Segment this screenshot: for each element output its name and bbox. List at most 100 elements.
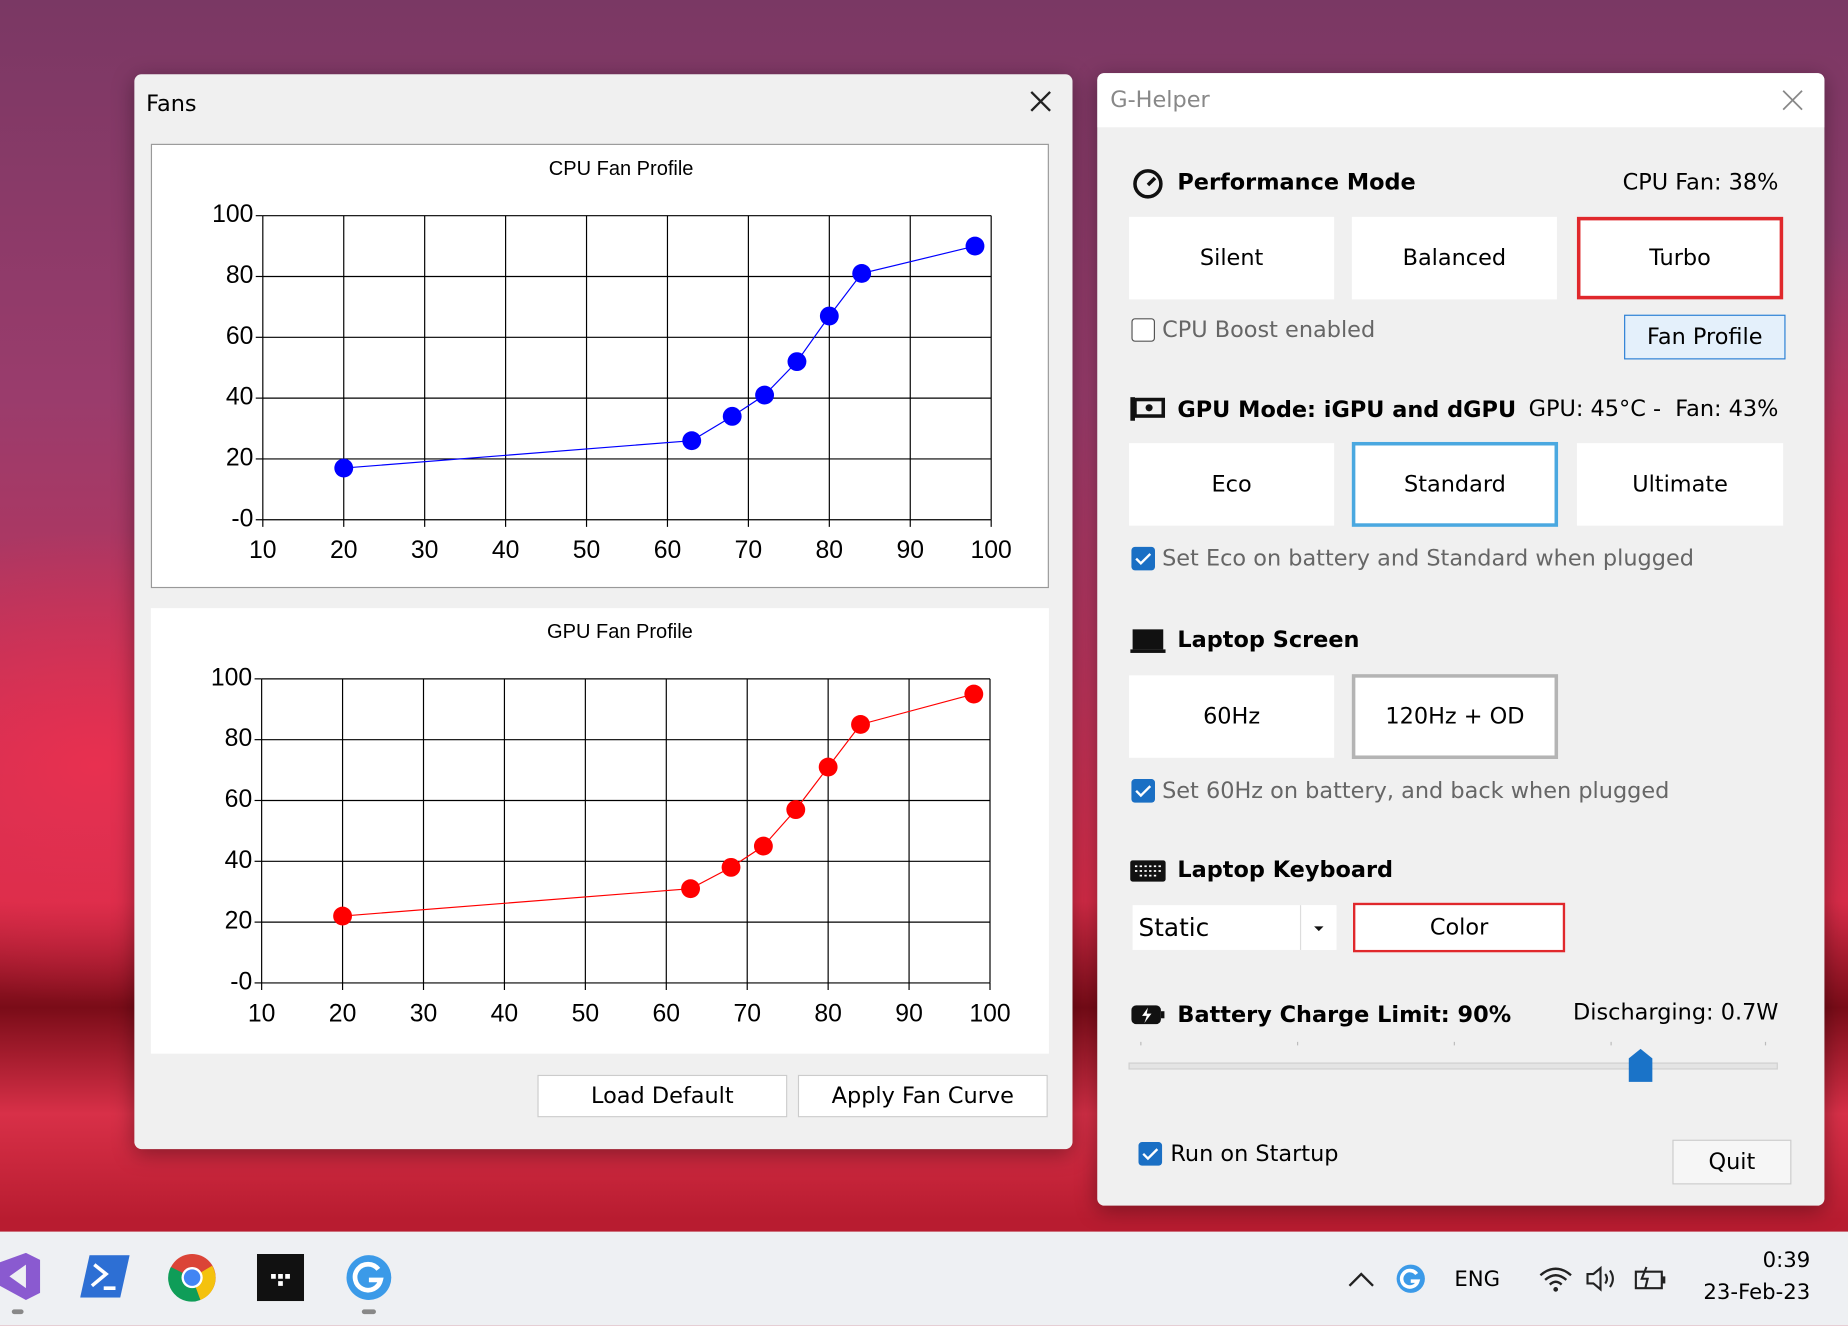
y-tick-label: 20 <box>226 444 254 471</box>
x-tick-label: 70 <box>735 537 763 564</box>
mode-button[interactable]: Balanced <box>1351 216 1557 300</box>
dropdown-arrow[interactable] <box>1299 905 1337 950</box>
y-tick-label: 80 <box>226 262 254 289</box>
mode-button[interactable]: Standard <box>1351 441 1559 527</box>
mode-button[interactable]: Ultimate <box>1576 443 1784 526</box>
mode-button[interactable]: 120Hz + OD <box>1351 674 1559 759</box>
clock-date[interactable]: 23-Feb-23 <box>1703 1279 1811 1305</box>
section-heading: GPU Mode: iGPU and dGPU <box>1177 397 1517 424</box>
apply-button[interactable]: Apply Fan Curve <box>797 1074 1048 1118</box>
wifi-icon[interactable] <box>1538 1265 1573 1293</box>
x-tick-label: 90 <box>895 1000 923 1027</box>
x-tick-label: 80 <box>816 537 844 564</box>
x-tick-label: 10 <box>248 1000 276 1027</box>
x-tick-label: 50 <box>572 1000 600 1027</box>
curve-point <box>787 352 807 372</box>
icon <box>1130 860 1166 882</box>
checkbox[interactable] <box>1131 318 1155 342</box>
curve-point <box>334 458 354 478</box>
x-tick-label: 60 <box>654 537 682 564</box>
battery-icon[interactable] <box>1632 1265 1667 1293</box>
x-tick-label: 40 <box>492 537 520 564</box>
x-tick-label: 50 <box>573 537 601 564</box>
fan-curve <box>342 693 974 917</box>
volume-icon[interactable] <box>1585 1265 1618 1293</box>
tray-icon[interactable] <box>1395 1263 1426 1294</box>
checkbox-label: Run on Startup <box>1170 1140 1339 1167</box>
language[interactable]: ENG <box>1454 1266 1501 1292</box>
checkbox[interactable] <box>1131 546 1155 571</box>
charge-slider[interactable] <box>1127 1037 1781 1087</box>
y-tick-label: 100 <box>211 664 252 691</box>
curve-point <box>852 264 872 283</box>
curve-point <box>818 757 838 777</box>
checkbox-label: Set 60Hz on battery, and back when plugg… <box>1162 777 1670 804</box>
y-tick-label: 80 <box>225 725 253 752</box>
section-heading: Battery Charge Limit: 90% <box>1177 1001 1512 1028</box>
taskbar: ENG 0:39 23-Feb-23 <box>0 1231 1848 1326</box>
x-tick-label: 20 <box>330 537 358 564</box>
curve-point <box>681 879 700 899</box>
mode-button[interactable]: Turbo <box>1576 216 1784 300</box>
running-indicator <box>361 1309 376 1315</box>
fans-window: Fans CPU Fan Profile -0 20 40 60 80 100 10 20 30 4… <box>134 74 1073 1150</box>
curve-point <box>333 906 352 926</box>
app-icon[interactable] <box>345 1254 392 1301</box>
curve-point <box>682 431 702 451</box>
g-helper-window: G-Helper Performance Mode CPU Fan: 38% S… <box>1097 73 1825 1206</box>
x-tick-label: 90 <box>896 537 924 564</box>
gpu-chart: GPU Fan Profile -0 20 40 60 80 100 10 20 30 40 50 60… <box>150 608 1049 1054</box>
x-tick-label: 40 <box>491 1000 519 1027</box>
close-button[interactable] <box>1028 88 1054 114</box>
window-title: Fans <box>146 90 197 117</box>
x-tick-label: 20 <box>329 1000 357 1027</box>
cpu-chart: CPU Fan Profile -0 20 40 60 80 100 10 20 30 40 50 60… <box>150 143 1049 589</box>
curve-point <box>965 236 985 256</box>
load-default-button[interactable]: Load Default <box>537 1074 788 1118</box>
color-button[interactable]: Color <box>1352 902 1566 953</box>
x-tick-label: 30 <box>411 537 439 564</box>
curve-point <box>753 836 773 856</box>
checkbox-label: CPU Boost enabled <box>1162 317 1376 343</box>
tray-expand[interactable] <box>1347 1269 1375 1288</box>
mode-button[interactable]: Eco <box>1129 443 1335 526</box>
title-bar <box>1097 73 1825 128</box>
app-icon[interactable] <box>167 1253 216 1303</box>
curve-point <box>851 715 870 734</box>
clock-time[interactable]: 0:39 <box>1762 1248 1811 1273</box>
close-button[interactable] <box>1781 88 1805 112</box>
section-heading: Laptop Keyboard <box>1177 856 1394 883</box>
curve-point <box>819 306 839 326</box>
app-icon[interactable] <box>0 1252 42 1300</box>
mode-button[interactable]: 60Hz <box>1129 675 1335 758</box>
x-tick-label: 30 <box>410 1000 438 1027</box>
icon <box>1130 397 1166 421</box>
fan-curve <box>343 245 976 469</box>
status: GPU: 45°C - Fan: 43% <box>1528 395 1779 422</box>
mode-button[interactable]: Silent <box>1129 216 1335 300</box>
checkbox[interactable] <box>1138 1142 1163 1166</box>
x-tick-label: 60 <box>653 1000 681 1027</box>
status: CPU Fan: 38% <box>1622 169 1779 196</box>
x-tick-label: 80 <box>814 1000 842 1027</box>
y-tick-label: 40 <box>225 847 253 874</box>
app-icon[interactable] <box>256 1253 305 1302</box>
y-tick-label: 60 <box>225 786 253 813</box>
y-tick-label: 60 <box>226 323 254 350</box>
curve-point <box>786 800 806 820</box>
checkbox-label: Set Eco on battery and Standard when plu… <box>1162 545 1694 572</box>
fan-profile-button[interactable]: Fan Profile <box>1624 314 1786 360</box>
icon <box>1133 169 1163 199</box>
status: Discharging: 0.7W <box>1573 999 1779 1026</box>
window-title: G-Helper <box>1110 87 1210 114</box>
curve-point <box>964 684 984 704</box>
checkbox[interactable] <box>1131 779 1155 803</box>
y-tick-label: -0 <box>230 968 252 995</box>
y-tick-label: 100 <box>212 201 253 228</box>
curve-point <box>755 385 775 405</box>
x-tick-label: 70 <box>733 1000 761 1027</box>
quit-button[interactable]: Quit <box>1672 1139 1792 1185</box>
y-tick-label: 40 <box>226 384 254 411</box>
app-icon[interactable] <box>80 1255 130 1298</box>
